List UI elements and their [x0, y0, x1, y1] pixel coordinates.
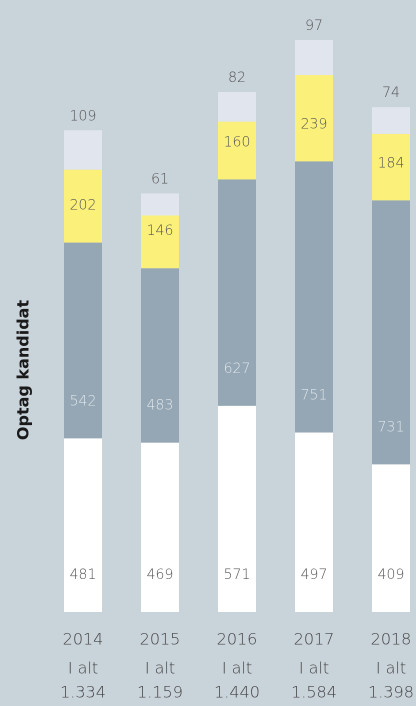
y-axis-title: Optag kandidat: [14, 300, 33, 441]
total-value: 1.584: [291, 683, 337, 702]
value-label: 146: [147, 223, 174, 239]
x-tick-label: 2014: [63, 630, 104, 649]
value-label: 731: [378, 419, 405, 435]
value-label: 571: [224, 567, 251, 583]
bar-segment: [141, 268, 179, 443]
value-label: 409: [378, 567, 405, 583]
value-label: 74: [382, 85, 400, 101]
bar-segment: [218, 121, 256, 180]
total-caption: I alt: [222, 659, 252, 678]
bar-segment: [295, 40, 333, 76]
bar-segment: [372, 133, 410, 201]
x-tick-label: 2015: [140, 630, 181, 649]
bar-segment: [218, 92, 256, 122]
value-label: 627: [224, 361, 251, 377]
bar-segment: [295, 432, 333, 612]
total-value: 1.334: [60, 683, 106, 702]
bar-segment: [372, 200, 410, 465]
bar-segment: [218, 179, 256, 406]
value-label: 184: [378, 155, 405, 171]
bar-segment: [295, 75, 333, 162]
total-caption: I alt: [299, 659, 329, 678]
value-label: 497: [301, 567, 328, 583]
total-value: 1.159: [137, 683, 183, 702]
bar-segment: [218, 405, 256, 612]
value-label: 61: [151, 171, 169, 187]
value-label: 82: [228, 70, 246, 86]
value-label: 97: [305, 18, 323, 34]
value-label: 109: [70, 108, 97, 124]
value-label: 481: [70, 567, 97, 583]
bar-segment: [295, 161, 333, 433]
total-caption: I alt: [145, 659, 175, 678]
bar-segment: [64, 438, 102, 612]
bar-segment: [64, 130, 102, 170]
x-tick-label: 2017: [294, 630, 335, 649]
bar-segment: [64, 169, 102, 243]
total-value: 1.398: [368, 683, 414, 702]
value-label: 202: [70, 198, 97, 214]
bar-segment: [141, 442, 179, 612]
value-label: 239: [301, 116, 328, 132]
x-tick-label: 2018: [371, 630, 412, 649]
bar-segment: [372, 107, 410, 134]
bar-segment: [141, 215, 179, 269]
x-tick-label: 2016: [217, 630, 258, 649]
value-label: 160: [224, 134, 251, 150]
value-label: 542: [70, 393, 97, 409]
total-caption: I alt: [376, 659, 406, 678]
bar-segment: [372, 464, 410, 612]
total-caption: I alt: [68, 659, 98, 678]
bar-segment: [64, 242, 102, 439]
value-label: 483: [147, 398, 174, 414]
value-label: 751: [301, 388, 328, 404]
bar-segment: [141, 193, 179, 216]
total-value: 1.440: [214, 683, 260, 702]
value-label: 469: [147, 567, 174, 583]
